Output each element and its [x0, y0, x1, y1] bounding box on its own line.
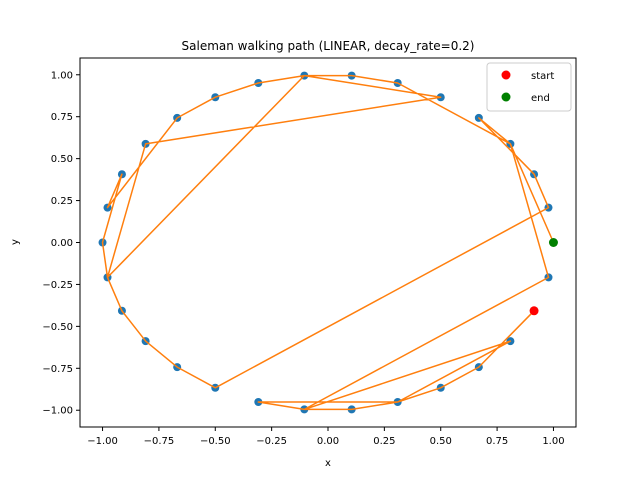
- legend-end-marker: [501, 92, 511, 102]
- x-axis-ticks: −1.00 −0.75 −0.50 −0.25 0.00 0.25 0.50 0.75 1.00: [87, 427, 565, 447]
- axes-frame: [79, 57, 577, 428]
- legend-end-label: end: [531, 93, 550, 104]
- start-marker: [529, 306, 539, 316]
- legend-frame: [486, 62, 572, 112]
- legend-start-label: start: [531, 71, 554, 82]
- y-axis-ticks: −1.00 −0.75 −0.50 −0.25 0.00 0.25 0.50 0.75 1.00: [42, 70, 80, 417]
- plot-area: −1.00 −0.75 −0.50 −0.25 0.00 0.25 0.50 0.75 1.00…: [42, 57, 577, 447]
- y-tick-label: 0.25: [51, 196, 73, 207]
- chart-title: Saleman walking path (LINEAR, decay_rate…: [182, 39, 475, 53]
- y-tick-label: −0.75: [42, 364, 73, 375]
- x-tick-label: −0.75: [144, 436, 175, 447]
- path-layer: [101, 74, 555, 411]
- y-tick-label: −1.00: [42, 406, 73, 417]
- y-axis-label: y: [10, 239, 21, 245]
- legend: start end: [486, 62, 572, 112]
- x-tick-label: 1.00: [542, 436, 564, 447]
- x-tick-label: 0.25: [373, 436, 395, 447]
- x-tick-label: −0.50: [200, 436, 231, 447]
- x-tick-label: 0.75: [486, 436, 508, 447]
- y-tick-label: −0.25: [42, 280, 73, 291]
- y-tick-label: 0.50: [51, 154, 73, 165]
- y-tick-label: 0.00: [51, 238, 73, 249]
- x-tick-label: 0.00: [317, 436, 339, 447]
- x-tick-label: −1.00: [87, 436, 118, 447]
- legend-start-marker: [501, 70, 511, 80]
- x-tick-label: 0.50: [430, 436, 452, 447]
- walking-path-line: [101, 74, 555, 411]
- points-layer: [98, 71, 558, 414]
- y-tick-label: 1.00: [51, 70, 73, 81]
- x-axis-label: x: [325, 458, 331, 469]
- y-tick-label: −0.50: [42, 322, 73, 333]
- y-tick-label: 0.75: [51, 112, 73, 123]
- x-tick-label: −0.25: [256, 436, 287, 447]
- end-marker: [548, 238, 558, 247]
- markers-layer: [529, 238, 558, 316]
